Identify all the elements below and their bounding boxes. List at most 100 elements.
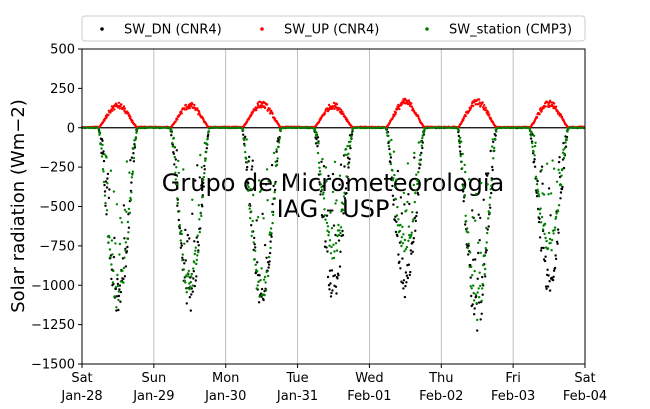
point-s1-d6-69: [546, 101, 549, 104]
point-s0-d5-101: [490, 177, 493, 180]
point-s2-d4-110: [423, 129, 426, 132]
point-s0-d6-57: [540, 246, 543, 250]
point-s0-d0-99: [130, 181, 133, 184]
point-s2-d0-84: [122, 266, 126, 270]
point-s2-d1-65: [185, 274, 188, 277]
point-s2-d4-105: [420, 144, 423, 147]
point-s1-d1-72: [188, 107, 191, 110]
point-s1-d6-96: [559, 113, 563, 117]
point-s0-d2-96: [272, 184, 275, 188]
point-s2-d1-66: [185, 291, 188, 294]
point-s0-d2-99: [273, 188, 277, 192]
point-s0-d1-46: [175, 149, 178, 152]
point-s2-d2-48: [248, 207, 251, 210]
point-s0-d6-56: [539, 249, 543, 252]
x-tick-label-3: Tue: [285, 371, 308, 386]
point-s2-d5-45: [462, 186, 465, 189]
point-s0-d0-91: [126, 245, 129, 249]
point-s1-d1-91: [198, 111, 201, 114]
point-s0-d5-88: [484, 275, 487, 278]
point-s2-d5-84: [482, 264, 485, 267]
point-s2-d2-39: [244, 150, 247, 154]
point-s2-d6-51: [537, 193, 540, 196]
point-s0-d6-82: [552, 269, 556, 272]
point-s2-d3-87: [339, 226, 343, 229]
point-s2-d6-99: [561, 167, 564, 171]
point-s2-d5-64: [472, 284, 475, 287]
point-s2-d0-80: [120, 221, 124, 224]
point-s0-d5-67: [473, 307, 476, 310]
y-axis: 500 250 0 −250 −500 −750 −1000 −1250 −1500: [31, 43, 82, 373]
point-s0-d1-61: [183, 262, 186, 265]
point-s2-d5-41: [460, 160, 463, 163]
point-s0-d4-73: [404, 271, 408, 274]
point-s2-d2-65: [256, 216, 260, 219]
point-s0-d6-70: [546, 285, 550, 288]
point-s2-d1-105: [205, 150, 208, 154]
point-s2-d2-47: [248, 204, 251, 207]
y-tick-label-4: −500: [39, 200, 75, 215]
point-s2-d5-49: [464, 214, 467, 217]
point-s1-d0-69: [115, 102, 118, 106]
point-s0-d4-82: [409, 270, 412, 274]
point-s0-d3-78: [335, 292, 338, 295]
point-s0-d4-83: [409, 249, 412, 252]
point-s0-d6-61: [542, 246, 545, 250]
point-s0-d5-38: [459, 150, 462, 153]
point-s2-d6-106: [564, 138, 568, 142]
point-s0-d2-90: [269, 240, 272, 243]
point-s2-d5-55: [467, 242, 470, 245]
point-s0-d1-74: [189, 309, 192, 312]
point-s2-d6-43: [533, 154, 536, 157]
point-s0-d3-61: [326, 275, 330, 279]
point-s2-d1-71: [188, 282, 191, 285]
point-s2-d5-99: [489, 188, 492, 191]
point-s2-d3-83: [337, 233, 341, 237]
point-s1-d2-88: [268, 107, 271, 110]
point-s0-d3-80: [336, 277, 339, 280]
point-s2-d4-109: [422, 131, 425, 134]
point-s2-d1-45: [175, 166, 178, 169]
point-s2-d6-101: [562, 148, 565, 151]
point-s2-d6-45: [534, 141, 537, 144]
point-s2-d0-33: [97, 127, 100, 130]
point-s2-d6-36: [529, 134, 533, 137]
point-s2-d0-42: [101, 168, 105, 171]
point-s2-d1-98: [201, 195, 204, 198]
point-s2-d4-51: [393, 185, 397, 188]
point-s2-d6-78: [550, 238, 554, 242]
point-s0-d6-92: [557, 160, 561, 164]
point-s1-d6-74: [548, 99, 552, 103]
point-s2-d5-50: [465, 220, 468, 223]
point-s2-d4-47: [391, 179, 395, 182]
x-tick-date-4: Feb-01: [347, 389, 391, 404]
point-s0-d0-51: [106, 177, 109, 180]
point-s2-d0-109: [135, 131, 138, 134]
point-s2-d1-52: [178, 224, 181, 227]
point-s0-d1-86: [195, 236, 198, 239]
point-s2-d5-70: [475, 192, 478, 196]
point-s2-d0-62: [111, 281, 115, 284]
point-s2-d1-62: [183, 279, 186, 282]
point-s0-d2-88: [268, 260, 271, 263]
point-s0-d3-70: [331, 289, 334, 292]
point-s0-d4-56: [396, 234, 399, 238]
point-s2-d2-62: [255, 287, 258, 290]
point-s2-d4-54: [395, 178, 398, 181]
point-s0-d3-98: [345, 192, 348, 195]
point-s0-d0-70: [115, 295, 119, 298]
point-s2-d5-110: [495, 130, 498, 133]
point-s2-d2-100: [274, 160, 277, 163]
point-s2-d6-66: [544, 246, 548, 249]
point-s2-d1-46: [175, 183, 178, 186]
point-s2-d6-33: [528, 127, 531, 130]
point-s2-d3-101: [346, 163, 350, 166]
point-s2-d6-82: [552, 167, 556, 170]
point-s0-d1-35: [170, 134, 173, 137]
point-s0-d1-99: [202, 181, 205, 185]
point-s2-d6-83: [553, 228, 556, 232]
point-s1-d5-45: [462, 117, 465, 120]
point-s2-d1-44: [174, 178, 177, 181]
point-s2-d0-70: [115, 203, 119, 206]
point-s2-d6-44: [533, 144, 537, 148]
